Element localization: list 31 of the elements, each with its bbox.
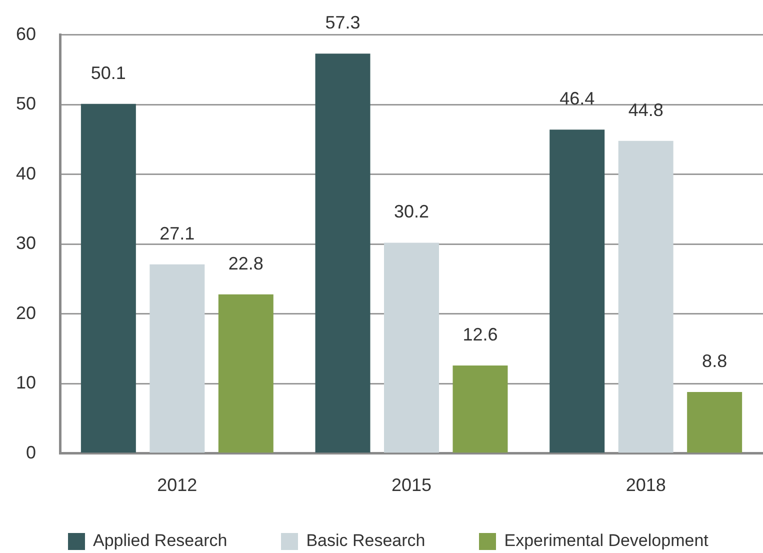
legend-label: Basic Research (306, 531, 426, 551)
x-tick-label: 2012 (157, 475, 198, 496)
bar (687, 392, 742, 453)
data-label: 22.8 (228, 253, 264, 274)
y-tick-label: 10 (16, 372, 36, 393)
bar (618, 140, 674, 453)
x-tick-label: 2015 (391, 475, 432, 496)
bar (150, 264, 205, 453)
y-tick-label: 20 (16, 302, 36, 323)
bar (452, 365, 508, 453)
data-label: 44.8 (628, 100, 664, 120)
data-label: 50.1 (90, 62, 126, 83)
bar (384, 242, 439, 453)
y-tick-label: 60 (16, 24, 36, 44)
x-tick-label: 2018 (626, 475, 666, 496)
bar (218, 294, 274, 453)
data-label: 57.3 (325, 12, 360, 33)
y-tick-label: 0 (26, 442, 36, 462)
data-label: 30.2 (394, 202, 430, 222)
legend-label: Experimental Development (504, 531, 708, 551)
y-tick-label: 50 (16, 94, 36, 114)
bar (80, 104, 136, 453)
data-label: 12.6 (462, 324, 498, 344)
y-tick-label: 30 (16, 233, 36, 254)
data-label: 27.1 (160, 223, 195, 244)
bar (315, 54, 370, 453)
legend-label: Applied Research (93, 531, 228, 551)
data-label: 46.4 (560, 88, 595, 109)
data-label: 8.8 (702, 350, 728, 371)
y-tick-label: 40 (16, 163, 36, 184)
bar (550, 130, 605, 453)
